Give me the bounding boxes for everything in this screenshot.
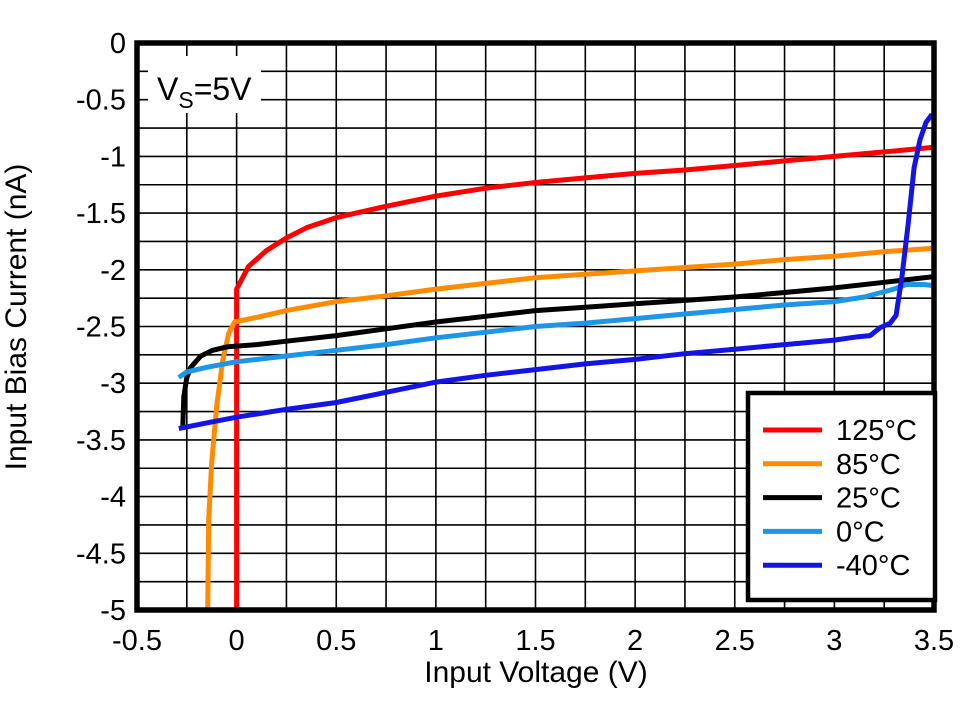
y-tick-label: -1.5	[76, 198, 126, 230]
x-tick-label: 0	[229, 625, 245, 657]
curve-25cc	[180, 274, 935, 427]
x-axis-title: Input Voltage (V)	[424, 656, 647, 689]
data-curves	[177, 112, 935, 611]
supply-voltage-annotation: VS=5V	[148, 56, 261, 113]
plot-border	[134, 40, 937, 613]
x-tick-label: -0.5	[112, 625, 162, 657]
annotation-rest: =5V	[194, 71, 252, 107]
y-tick-labels: 0 -0.5 -1 -1.5 -2 -2.5 -3 -3.5 -4 -4.5 -5	[76, 28, 126, 627]
annotation-sub: S	[178, 87, 193, 113]
x-tick-labels: -0.5 0 0.5 1 1.5 2 2.5 3 3.5	[112, 625, 954, 657]
x-tick-label: 1.5	[515, 625, 555, 657]
x-tick-label: 2	[627, 625, 643, 657]
legend: 125°C85°C25°C0°C-40°C	[745, 390, 938, 603]
y-tick-label: -0.5	[76, 85, 126, 117]
y-axis-title: Input Bias Current (nA)	[0, 164, 33, 471]
legend-item: 85°C	[763, 449, 901, 481]
x-tick-label: 0.5	[316, 625, 356, 657]
legend-item: 0°C	[763, 516, 885, 548]
curve--40cc	[178, 112, 934, 432]
legend-item: 25°C	[763, 483, 901, 515]
y-tick-label: -4.5	[76, 538, 126, 570]
curve-85cc	[205, 245, 935, 611]
x-tick-label: 3.5	[914, 625, 954, 657]
legend-label: 0°C	[836, 516, 885, 548]
annotation-text: VS=5V	[157, 71, 252, 113]
y-tick-label: -2.5	[76, 312, 126, 344]
x-tick-label: 2.5	[715, 625, 755, 657]
y-tick-label: -1	[100, 141, 126, 173]
curve-0cc	[177, 282, 935, 380]
x-tick-label: 3	[826, 625, 842, 657]
legend-item: -40°C	[763, 550, 910, 582]
y-tick-label: -4	[100, 482, 126, 514]
annotation-background	[148, 56, 261, 113]
legend-item: 125°C	[763, 415, 917, 447]
x-tick-label: 1	[428, 625, 444, 657]
y-tick-label: 0	[110, 28, 126, 60]
y-tick-label: -5	[100, 595, 126, 627]
y-tick-label: -3.5	[76, 425, 126, 457]
legend-label: 25°C	[836, 483, 901, 515]
annotation-v: V	[157, 71, 179, 107]
y-tick-label: -2	[100, 255, 126, 287]
legend-label: 85°C	[836, 449, 901, 481]
legend-label: -40°C	[836, 550, 910, 582]
legend-label: 125°C	[836, 415, 917, 447]
curve-125cc	[234, 144, 935, 610]
y-tick-label: -3	[100, 368, 126, 400]
